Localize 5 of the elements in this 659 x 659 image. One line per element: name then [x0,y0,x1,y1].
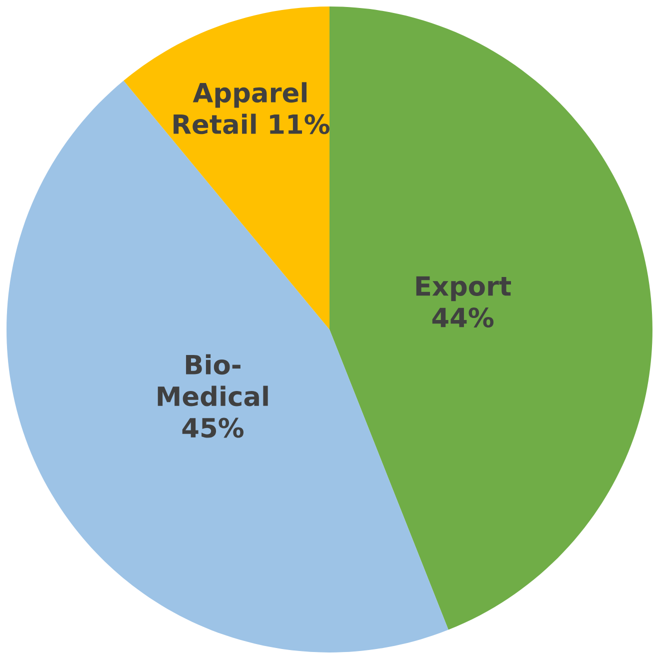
slice-label: Export [416,276,511,302]
data-label: 44% [432,308,494,328]
slice-label: Apparel Retail 11% [174,82,330,134]
data-label: 45% [182,418,244,438]
slice-label: Bio- Medical [158,354,268,406]
